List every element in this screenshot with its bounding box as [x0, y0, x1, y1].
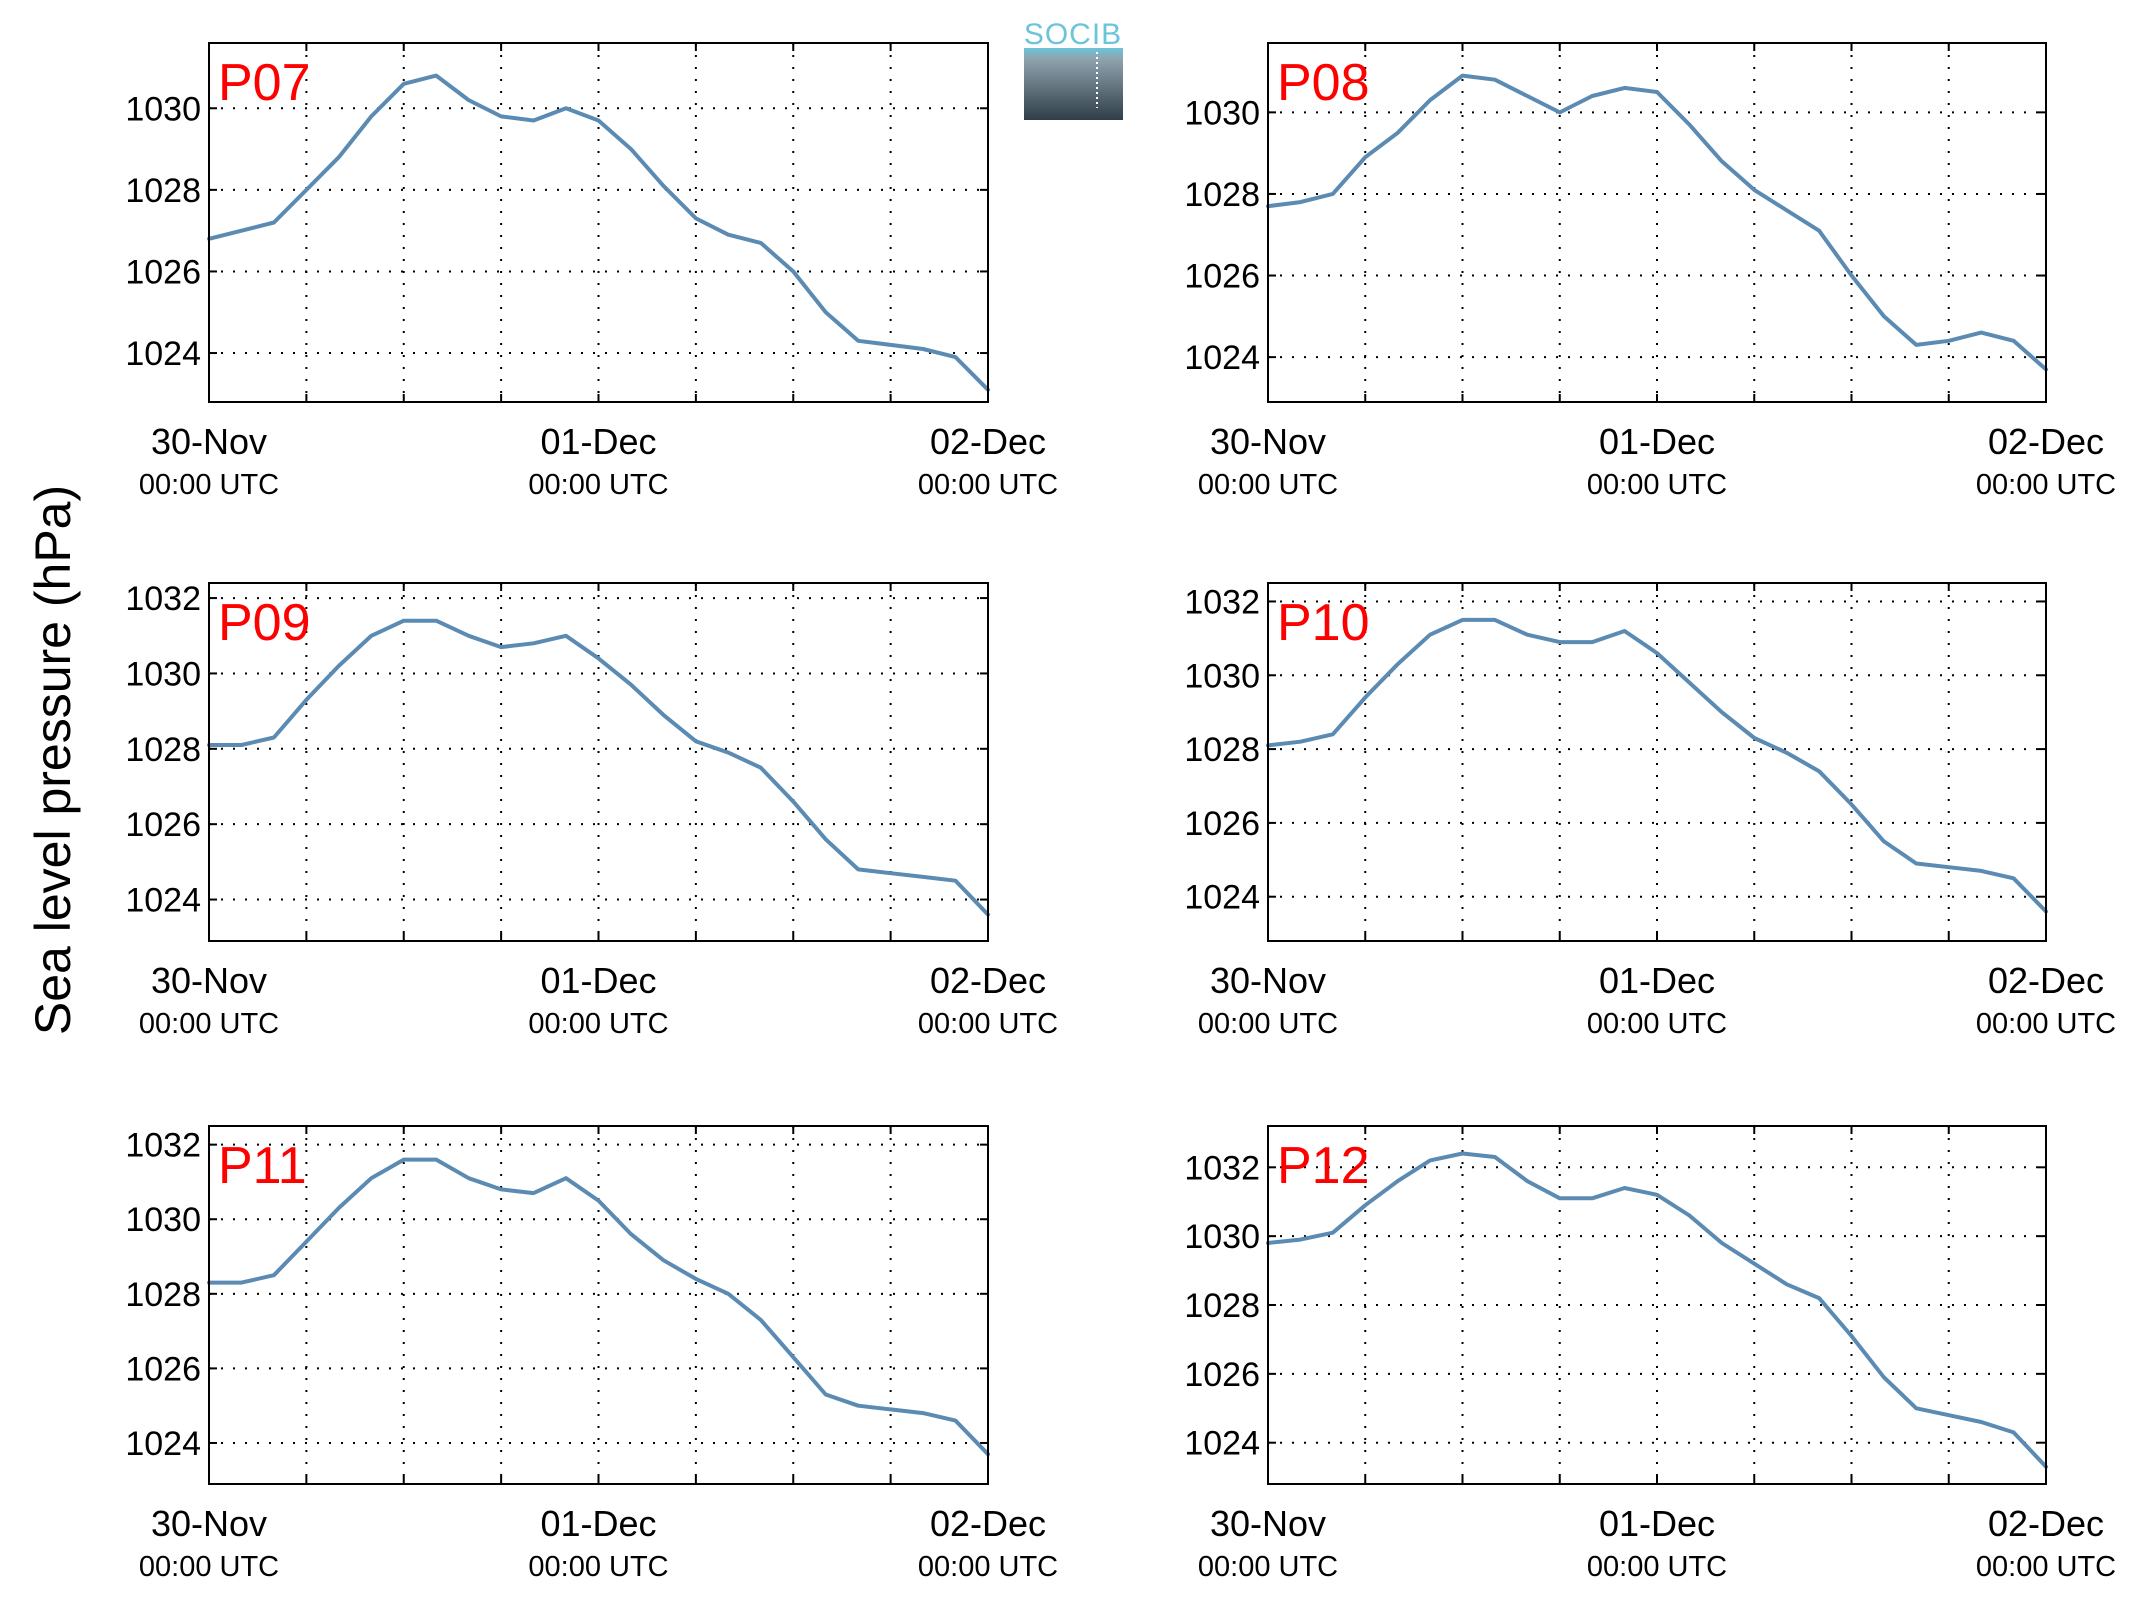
x-tick-label-date: 01-Dec: [540, 421, 656, 462]
x-tick-label-time: 00:00 UTC: [528, 1551, 668, 1583]
y-tick-label: 1028: [1184, 1287, 1260, 1325]
x-tick-label-date: 01-Dec: [540, 960, 656, 1001]
x-tick-label-date: 01-Dec: [1599, 960, 1715, 1001]
x-tick-label-time: 00:00 UTC: [918, 1008, 1058, 1040]
socib-logo: SOCIB: [1024, 18, 1123, 120]
y-tick-label: 1028: [125, 731, 201, 769]
y-tick-label: 1026: [1184, 258, 1260, 296]
x-tick-label-time: 00:00 UTC: [1976, 1008, 2116, 1040]
x-tick-label-time: 00:00 UTC: [1587, 469, 1727, 501]
series-line: [1266, 1151, 2048, 1469]
x-tick-label-time: 00:00 UTC: [1587, 1008, 1727, 1040]
y-tick-label: 1026: [125, 253, 201, 291]
x-tick-label-date: 01-Dec: [540, 1503, 656, 1544]
plot-frame: [1267, 1125, 2047, 1485]
panel-p08: 1024 1026 1028 1030 P08 30-Nov 00:00 UTC 01-Dec…: [1184, 42, 2116, 501]
series-line: [207, 73, 990, 392]
x-tick-label-date: 30-Nov: [1210, 960, 1326, 1001]
y-tick-label: 1032: [125, 1127, 201, 1165]
x-tick-label-date: 02-Dec: [1988, 1503, 2104, 1544]
x-tick-label-date: 01-Dec: [1599, 421, 1715, 462]
x-tick-label-date: 30-Nov: [151, 421, 267, 462]
plot-frame: [208, 42, 989, 403]
x-tick-label-date: 30-Nov: [151, 960, 267, 1001]
y-tick-label: 1030: [125, 655, 201, 693]
panel-p09: 1024 1026 1028 1030 1032 P09 30-Nov 00:00 UTC 01…: [125, 580, 1058, 1040]
plot-frame: [1267, 42, 2047, 403]
y-axis-label: Sea level pressure (hPa): [25, 485, 81, 1035]
y-tick-label: 1024: [125, 1425, 201, 1463]
x-tick-label-time: 00:00 UTC: [918, 469, 1058, 501]
x-tick-label-time: 00:00 UTC: [528, 1008, 668, 1040]
panel-p10: 1024 1026 1028 1030 1032 P10 30-Nov 00:00 UTC 01…: [1184, 582, 2116, 1040]
y-tick-label: 1028: [125, 172, 201, 210]
series-line: [207, 618, 990, 917]
panel-p12: 1024 1026 1028 1030 1032 P12 30-Nov 00:00 UTC 01…: [1184, 1125, 2116, 1583]
y-tick-label: 1030: [1184, 1218, 1260, 1256]
x-tick-label-time: 00:00 UTC: [1198, 469, 1338, 501]
y-tick-label: 1026: [125, 1350, 201, 1388]
logo-text: SOCIB: [1024, 18, 1122, 51]
x-tick-label-time: 00:00 UTC: [139, 1008, 279, 1040]
x-tick-label-date: 01-Dec: [1599, 1503, 1715, 1544]
y-tick-label: 1030: [1184, 657, 1260, 695]
x-tick-label-date: 30-Nov: [1210, 1503, 1326, 1544]
x-tick-label-date: 30-Nov: [151, 1503, 267, 1544]
panel-p07: 1024 1026 1028 1030 P07 30-Nov 00:00 UTC 01-Dec…: [125, 42, 1058, 501]
x-tick-label-time: 00:00 UTC: [139, 469, 279, 501]
y-tick-label: 1030: [1184, 94, 1260, 132]
panel-label: P11: [218, 1137, 307, 1195]
y-tick-label: 1032: [1184, 583, 1260, 621]
y-tick-label: 1026: [125, 806, 201, 844]
panel-label: P08: [1277, 54, 1370, 112]
y-tick-label: 1028: [1184, 731, 1260, 769]
y-tick-label: 1032: [125, 580, 201, 618]
x-tick-label-date: 30-Nov: [1210, 421, 1326, 462]
y-tick-label: 1028: [1184, 176, 1260, 214]
y-tick-label: 1030: [125, 1201, 201, 1239]
plot-frame: [208, 582, 989, 942]
panel-label: P07: [218, 54, 311, 112]
series-line: [1266, 617, 2048, 914]
x-tick-label-time: 00:00 UTC: [1976, 1551, 2116, 1583]
panel-label: P12: [1277, 1137, 1370, 1195]
y-tick-label: 1024: [125, 335, 201, 373]
x-tick-label-date: 02-Dec: [1988, 960, 2104, 1001]
logo-box: [1024, 48, 1123, 120]
y-tick-label: 1030: [125, 90, 201, 128]
x-tick-label-time: 00:00 UTC: [1587, 1551, 1727, 1583]
x-tick-label-time: 00:00 UTC: [1198, 1008, 1338, 1040]
x-tick-label-date: 02-Dec: [930, 1503, 1046, 1544]
y-tick-label: 1024: [1184, 339, 1260, 377]
x-tick-label-date: 02-Dec: [930, 960, 1046, 1001]
panel-label: P10: [1277, 594, 1370, 652]
plot-frame: [208, 1125, 989, 1485]
series-line: [207, 1157, 990, 1457]
x-tick-label-time: 00:00 UTC: [1976, 469, 2116, 501]
y-tick-label: 1024: [1184, 1425, 1260, 1463]
series-line: [1266, 73, 2048, 372]
x-tick-label-time: 00:00 UTC: [918, 1551, 1058, 1583]
y-tick-label: 1024: [1184, 879, 1260, 917]
panel-label: P09: [218, 594, 311, 652]
x-tick-label-time: 00:00 UTC: [139, 1551, 279, 1583]
panel-p11: 1024 1026 1028 1030 1032 P11 30-Nov 00:00 UTC 01…: [125, 1125, 1058, 1583]
y-tick-label: 1024: [125, 882, 201, 920]
x-tick-label-date: 02-Dec: [930, 421, 1046, 462]
x-tick-label-time: 00:00 UTC: [528, 469, 668, 501]
plot-frame: [1267, 582, 2047, 942]
x-tick-label-time: 00:00 UTC: [1198, 1551, 1338, 1583]
y-tick-label: 1026: [1184, 1356, 1260, 1394]
y-tick-label: 1032: [1184, 1149, 1260, 1187]
y-tick-label: 1026: [1184, 805, 1260, 843]
x-tick-label-date: 02-Dec: [1988, 421, 2104, 462]
panels: 1024 1026 1028 1030 P07 30-Nov 00:00 UTC 01-Dec…: [125, 42, 2116, 1583]
y-tick-label: 1028: [125, 1276, 201, 1314]
